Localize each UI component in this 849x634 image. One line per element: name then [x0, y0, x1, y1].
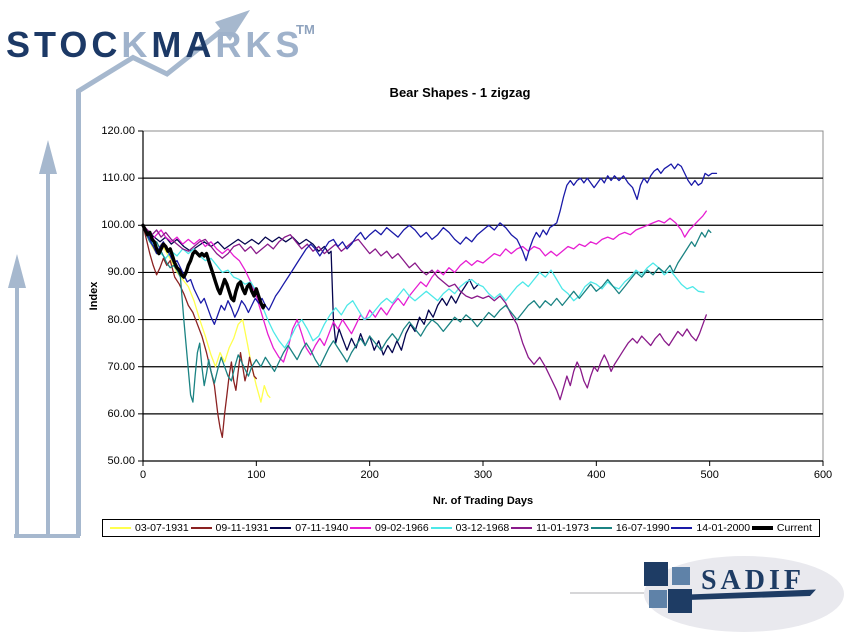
legend-swatch: [511, 527, 533, 529]
legend-label: 11-01-1973: [536, 522, 590, 534]
legend-swatch: [751, 526, 773, 530]
y-tick-label: 70.00: [107, 360, 135, 373]
legend-swatch: [110, 527, 131, 529]
series-line-14-01-2000: [142, 163, 718, 325]
sadif-logo: SADIF: [570, 556, 844, 632]
legend-label: 03-12-1968: [455, 522, 510, 534]
y-tick-label: 50.00: [107, 455, 135, 467]
legend-item: 09-11-1931: [190, 522, 269, 534]
x-tick-label: 0: [139, 469, 147, 481]
sadif-underline: [688, 589, 816, 600]
legend-item: 14-01-2000: [671, 522, 750, 534]
x-tick-label: 100: [247, 469, 266, 481]
x-tick-label: 400: [587, 469, 606, 481]
legend-item: 03-07-1931: [110, 522, 189, 534]
legend-label: 09-11-1931: [215, 522, 269, 534]
x-tick-label: 500: [700, 469, 719, 481]
sadif-square-steel-2: [649, 590, 667, 608]
y-tick-label: 110.00: [102, 172, 135, 185]
legend-item: 11-01-1973: [511, 522, 589, 534]
legend-item: 03-12-1968: [430, 522, 510, 534]
logo-letters-dark: STOC: [6, 24, 122, 65]
x-tick-label: 600: [813, 469, 833, 481]
plot-frame: [142, 130, 824, 462]
legend-item: 09-02-1966: [350, 522, 429, 534]
legend-label: 07-11-1940: [295, 522, 349, 534]
y-tick-label: 90.00: [107, 266, 135, 279]
series-line-09-11-1931: [142, 224, 257, 439]
legend-swatch: [350, 527, 372, 529]
chart-title: Bear Shapes - 1 zigzag: [389, 85, 531, 100]
x-tick-label: 200: [360, 469, 379, 481]
legend-swatch: [671, 527, 693, 529]
legend-label: 03-07-1931: [135, 522, 189, 534]
sadif-square-steel-1: [672, 567, 690, 585]
x-tick-label: 300: [473, 469, 493, 481]
legend-label: 14-01-2000: [696, 522, 751, 534]
logo-letters-dark: MA: [151, 24, 216, 65]
logo-letters-light: RKS: [215, 24, 304, 65]
sadif-square-navy-2: [668, 589, 692, 613]
legend: 03-07-1931 09-11-1931 07-11-1940 09-02-1966…: [102, 519, 820, 537]
legend-item: 16-07-1990: [590, 522, 670, 534]
series-line-07-11-1940: [142, 224, 480, 356]
y-tick-label: 100.00: [101, 219, 135, 232]
logo-letters-light: K: [121, 24, 152, 65]
x-axis-title: Nr. of Trading Days: [432, 495, 534, 507]
stockmarks-logo: STOCKMARKS: [6, 24, 303, 66]
sadif-square-navy-1: [644, 562, 668, 586]
logo-zigzag-arrow-shaft: [76, 25, 228, 536]
logo-zigzag-arrow-head-icon: [215, 10, 250, 41]
y-tick-label: 60.00: [107, 407, 135, 420]
logo-trademark: TM: [296, 22, 315, 37]
legend-label: Current: [776, 522, 812, 534]
series-line-09-02-1966: [142, 210, 707, 363]
y-tick-label: 120.00: [101, 125, 135, 137]
up-arrow-tall-head-icon: [39, 140, 57, 174]
series-line-16-07-1990: [142, 224, 712, 403]
legend-label: 09-02-1966: [375, 522, 429, 534]
legend-label: 16-07-1990: [615, 522, 670, 534]
legend-swatch: [190, 527, 212, 529]
legend-swatch: [590, 527, 612, 529]
legend-item: Current: [751, 522, 812, 534]
up-arrow-short-head-icon: [8, 254, 26, 288]
series-line-03-12-1968: [142, 224, 705, 349]
legend-swatch: [270, 527, 292, 529]
legend-swatch: [430, 527, 452, 529]
series-line-11-01-1973: [142, 224, 707, 401]
series-line-Current: [141, 223, 266, 310]
legend-item: 07-11-1940: [270, 522, 348, 534]
y-tick-label: 80.00: [107, 313, 135, 326]
